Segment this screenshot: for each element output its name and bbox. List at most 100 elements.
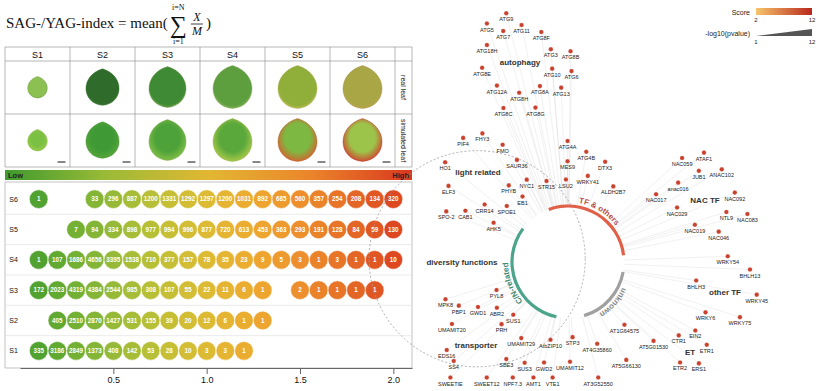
real-leaf bbox=[149, 67, 186, 108]
row-label: real leaf bbox=[400, 75, 407, 100]
node-dot bbox=[495, 306, 500, 311]
data-label: 4319 bbox=[69, 286, 84, 293]
node-label: ATG8G bbox=[526, 111, 544, 117]
node-dot bbox=[716, 229, 721, 234]
real-leaf bbox=[213, 66, 252, 109]
node-dot bbox=[693, 328, 698, 333]
node-label: NYC1 bbox=[519, 183, 534, 189]
node-label: STP3 bbox=[566, 340, 580, 346]
node-label: PYL8 bbox=[490, 293, 503, 299]
data-label: 1297 bbox=[200, 195, 215, 202]
node-label: ATG11 bbox=[513, 28, 530, 34]
data-label: 1292 bbox=[181, 195, 196, 202]
data-label: 1331 bbox=[162, 195, 177, 202]
bubble bbox=[216, 281, 235, 300]
data-label: 6 bbox=[242, 286, 246, 293]
node-dot bbox=[584, 150, 589, 155]
data-label: 710 bbox=[145, 256, 156, 263]
bubble bbox=[216, 220, 235, 239]
node-dot bbox=[531, 375, 536, 380]
stage-header: S5 bbox=[292, 50, 303, 60]
cluster-label: ET bbox=[685, 348, 695, 357]
stage-header: S3 bbox=[162, 50, 173, 60]
bubble bbox=[85, 190, 104, 209]
bubble bbox=[328, 251, 347, 270]
bubble bbox=[328, 220, 347, 239]
node-label: ATG8C bbox=[494, 111, 512, 117]
data-label: 208 bbox=[351, 195, 362, 202]
group-label: unknown bbox=[598, 286, 629, 319]
tick: 0.5 bbox=[108, 368, 121, 385]
data-label: 23 bbox=[240, 256, 248, 263]
node-dot bbox=[495, 83, 500, 88]
node-label: UMAMIT20 bbox=[438, 327, 466, 333]
data-label: 33 bbox=[91, 195, 99, 202]
node-label: SUS3 bbox=[517, 366, 531, 372]
edge bbox=[616, 169, 722, 233]
node-dot bbox=[565, 159, 570, 164]
node-label: NAC092 bbox=[724, 196, 745, 202]
bubble bbox=[272, 220, 291, 239]
edge bbox=[446, 211, 516, 240]
data-label: 254 bbox=[332, 195, 343, 202]
group-arc bbox=[548, 204, 625, 255]
data-label: 142 bbox=[127, 347, 138, 354]
edge bbox=[519, 93, 552, 209]
data-label: 2 bbox=[298, 286, 302, 293]
node-dot bbox=[586, 174, 591, 179]
node-label: AHK5 bbox=[486, 226, 500, 232]
bubble bbox=[253, 190, 272, 209]
bubble bbox=[291, 220, 310, 239]
edge bbox=[620, 193, 735, 241]
formula-text: ) bbox=[206, 15, 211, 32]
stage-header: S2 bbox=[97, 50, 108, 60]
data-label: 892 bbox=[257, 195, 268, 202]
data-label: 59 bbox=[371, 226, 379, 233]
bubble bbox=[365, 190, 384, 209]
group-label-path: unknown bbox=[598, 286, 629, 319]
bubble bbox=[179, 190, 198, 209]
cluster-label: transporter bbox=[455, 341, 498, 350]
node-label: CTR1 bbox=[672, 338, 686, 344]
edge bbox=[550, 317, 555, 340]
node-dot bbox=[539, 30, 544, 35]
axis-line bbox=[21, 368, 413, 369]
data-label: 55 bbox=[184, 286, 192, 293]
node-dot bbox=[491, 220, 496, 225]
bubble bbox=[253, 220, 272, 239]
edges bbox=[445, 13, 757, 377]
bubble-chart: 3353186284913734081425328103314052510287… bbox=[5, 182, 412, 368]
data-label: 334 bbox=[108, 226, 119, 233]
node-label: EDS16 bbox=[438, 353, 455, 359]
data-label: 1 bbox=[354, 256, 358, 263]
node-dot bbox=[494, 288, 499, 293]
bubble bbox=[309, 251, 328, 270]
node-label: PRH bbox=[496, 327, 508, 333]
data-label: 7 bbox=[74, 226, 78, 233]
bubble bbox=[235, 251, 254, 270]
legend: Score212-log10(pvalue)112 bbox=[705, 8, 816, 45]
color-bar: LowHigh bbox=[5, 170, 412, 180]
node-label: WRKY75 bbox=[729, 320, 752, 326]
node-label: ALDH2B7 bbox=[601, 189, 625, 195]
edge bbox=[541, 32, 561, 206]
node-label: VTE1 bbox=[546, 381, 560, 387]
cluster-label: light related bbox=[455, 168, 500, 177]
bubble bbox=[272, 251, 291, 270]
node-label: ELF3 bbox=[442, 189, 455, 195]
data-label: 94 bbox=[91, 226, 99, 233]
formula-numerator: X bbox=[192, 10, 201, 24]
row-rule bbox=[5, 244, 412, 245]
bubble bbox=[141, 342, 160, 361]
edge bbox=[587, 315, 597, 344]
table-rule bbox=[5, 114, 412, 115]
node-label: SBE3 bbox=[499, 362, 513, 368]
edge bbox=[445, 162, 524, 226]
bubble bbox=[67, 311, 86, 330]
node-dot bbox=[568, 359, 573, 364]
node-label: BHLH13 bbox=[740, 273, 761, 279]
node-label: SUS1 bbox=[506, 318, 520, 324]
node-label: AtbZIP10 bbox=[539, 343, 562, 349]
bubble bbox=[160, 342, 179, 361]
tick-mark bbox=[393, 368, 394, 374]
